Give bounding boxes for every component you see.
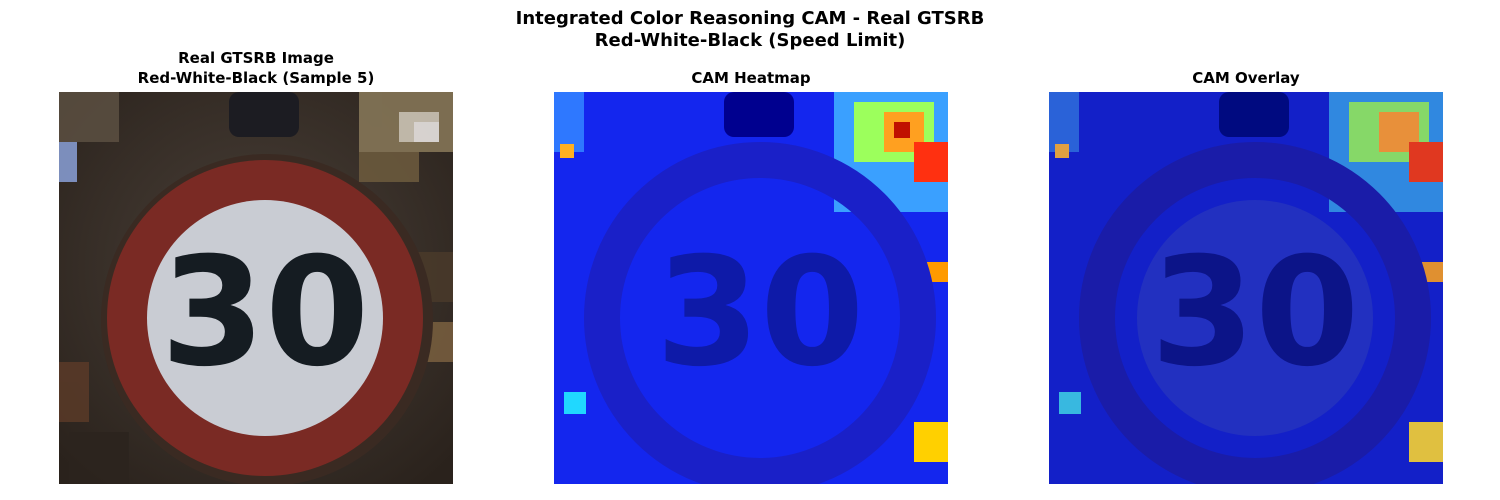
sign-digits: 30 (1151, 226, 1360, 400)
cam-heatmap-image: 30 (554, 92, 948, 484)
panel-title: Real GTSRB Image Red-White-Black (Sample… (59, 46, 453, 88)
panel-title-line-1: Real GTSRB Image (178, 49, 334, 67)
panel-original: Real GTSRB Image Red-White-Black (Sample… (59, 46, 453, 484)
panel-title: CAM Heatmap (554, 46, 948, 88)
panel-title: CAM Overlay (1049, 46, 1443, 88)
panel-cam-overlay: CAM Overlay 30 (1049, 46, 1443, 484)
sign-digits: 30 (161, 226, 370, 400)
panel-title-line-2: CAM Overlay (1192, 69, 1300, 87)
original-sign-image: 30 (59, 92, 453, 484)
figure-title-line-2: Red-White-Black (Speed Limit) (594, 30, 906, 51)
panel-title-line-2: Red-White-Black (Sample 5) (137, 69, 375, 87)
panel-title-line-2: CAM Heatmap (691, 69, 811, 87)
figure-title: Integrated Color Reasoning CAM - Real GT… (0, 8, 1500, 52)
sign-digits: 30 (656, 226, 865, 400)
figure-title-line-1: Integrated Color Reasoning CAM - Real GT… (515, 8, 985, 29)
panel-cam-heatmap: CAM Heatmap 30 (554, 46, 948, 484)
cam-overlay-image: 30 (1049, 92, 1443, 484)
